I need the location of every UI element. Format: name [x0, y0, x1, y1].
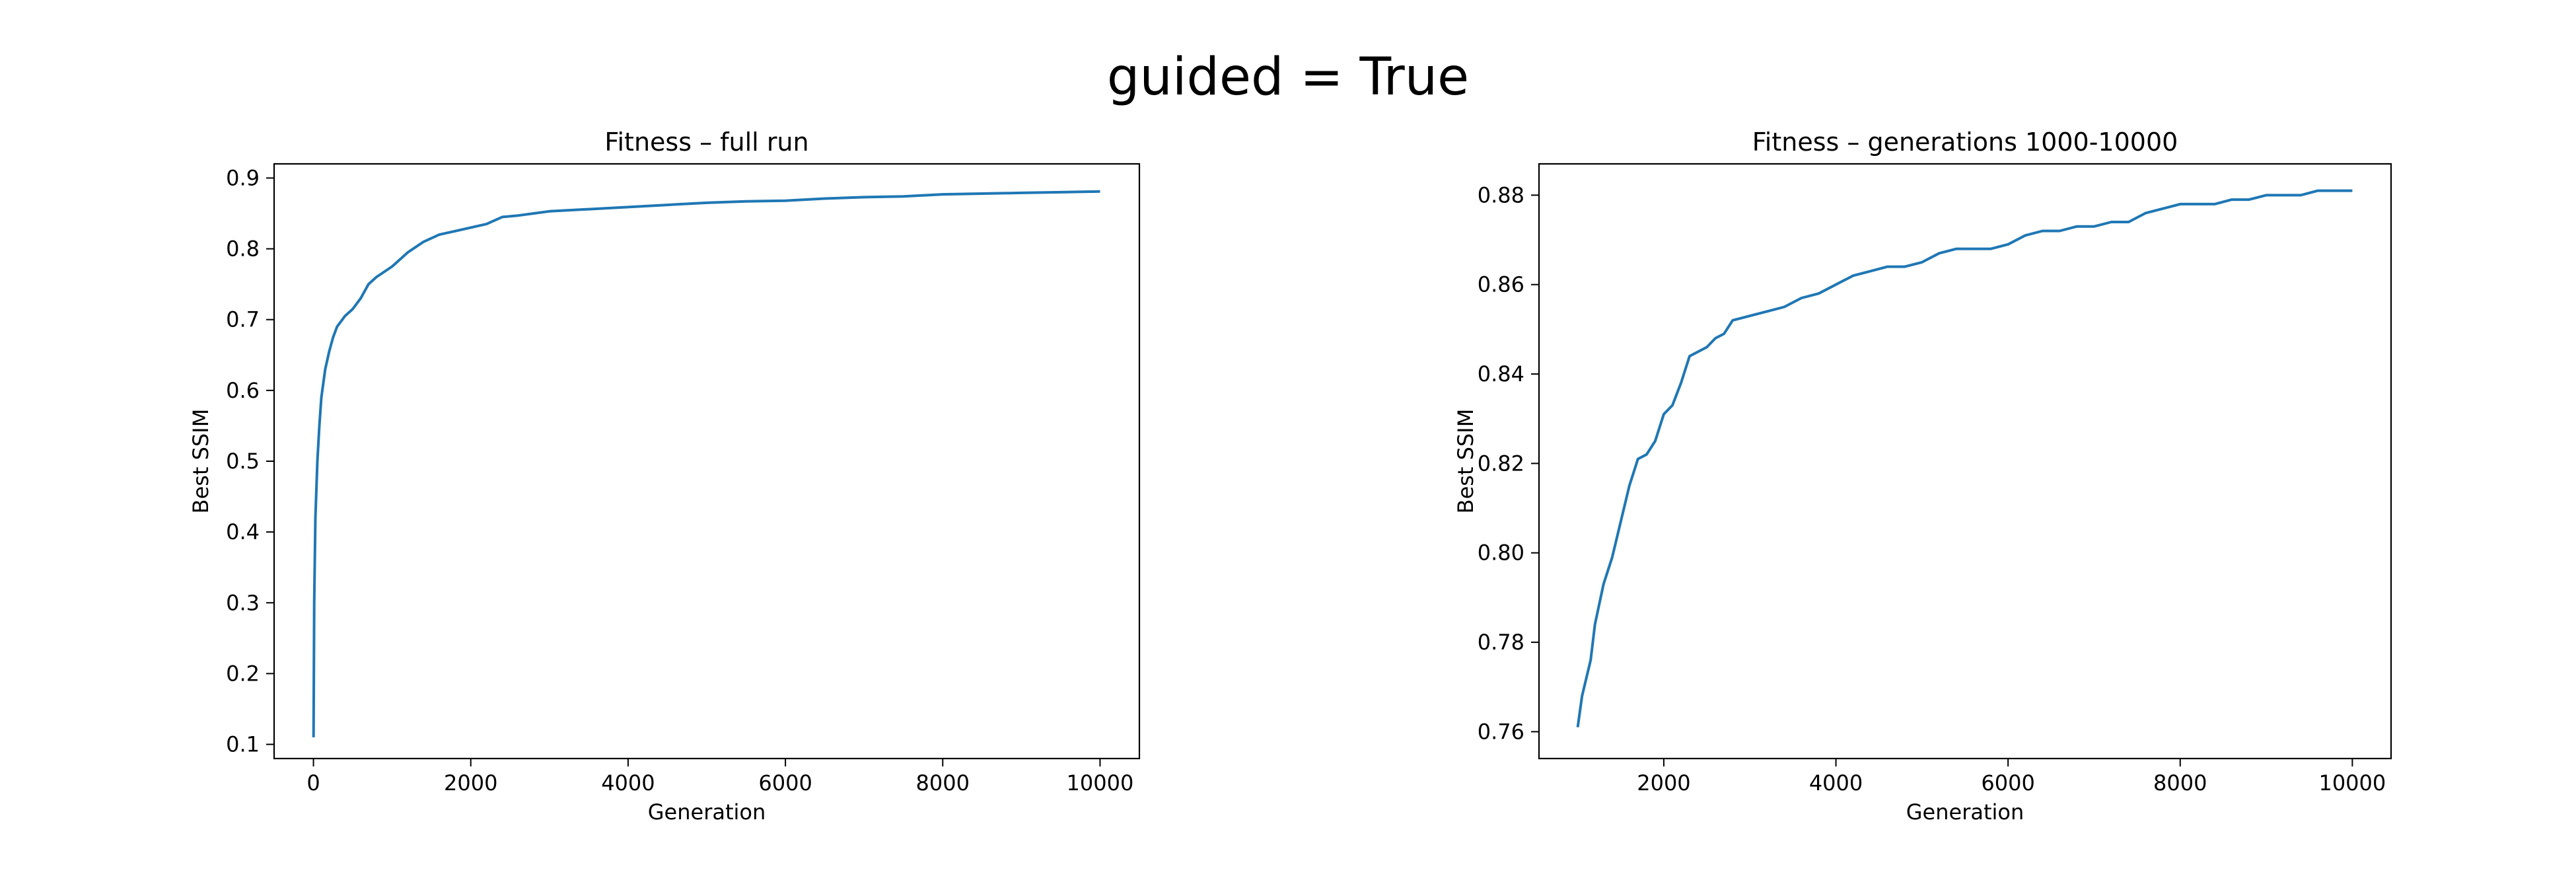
chart-title: Fitness – full run [604, 128, 808, 157]
x-tick-label: 2000 [1637, 770, 1690, 796]
x-axis-label: Generation [648, 799, 766, 825]
plot-frame [1538, 163, 2392, 760]
y-tick-label: 0.88 [1478, 182, 1524, 207]
y-axis-label: Best SSIM [188, 409, 213, 514]
x-tick-label: 10000 [2318, 770, 2386, 796]
y-tick-label: 0.84 [1478, 361, 1524, 387]
x-tick-label: 6000 [758, 770, 812, 796]
x-tick-label: 8000 [916, 770, 970, 796]
y-tick-label: 0.76 [1478, 719, 1524, 744]
x-axis-label: Generation [1906, 799, 2024, 825]
y-tick-label: 0.82 [1478, 451, 1524, 476]
y-tick-label: 0.6 [226, 378, 260, 403]
x-tick-label: 6000 [1981, 770, 2034, 796]
y-tick-label: 0.7 [226, 307, 260, 332]
series-line [1576, 189, 2353, 727]
y-tick-label: 0.3 [226, 590, 260, 615]
y-tick-label: 0.9 [226, 165, 260, 190]
figure-suptitle: guided = True [1106, 48, 1470, 107]
y-tick-label: 0.80 [1478, 540, 1524, 566]
x-tick-label: 4000 [1809, 770, 1863, 796]
x-tick-label: 8000 [2153, 770, 2207, 796]
x-tick-label: 4000 [601, 770, 655, 796]
series-line [312, 190, 1100, 737]
y-axis-label: Best SSIM [1453, 409, 1478, 514]
y-tick-label: 0.5 [226, 449, 260, 474]
y-tick-label: 0.8 [226, 237, 260, 262]
y-tick-label: 0.4 [226, 519, 260, 544]
x-tick-label: 10000 [1067, 770, 1134, 796]
y-tick-label: 0.86 [1478, 272, 1524, 297]
y-tick-label: 0.2 [226, 661, 260, 686]
x-tick-label: 2000 [444, 770, 497, 796]
chart-title: Fitness – generations 1000-10000 [1752, 128, 2178, 157]
x-tick-label: 0 [306, 770, 320, 796]
y-tick-label: 0.78 [1478, 630, 1524, 655]
y-tick-label: 0.1 [226, 732, 260, 757]
